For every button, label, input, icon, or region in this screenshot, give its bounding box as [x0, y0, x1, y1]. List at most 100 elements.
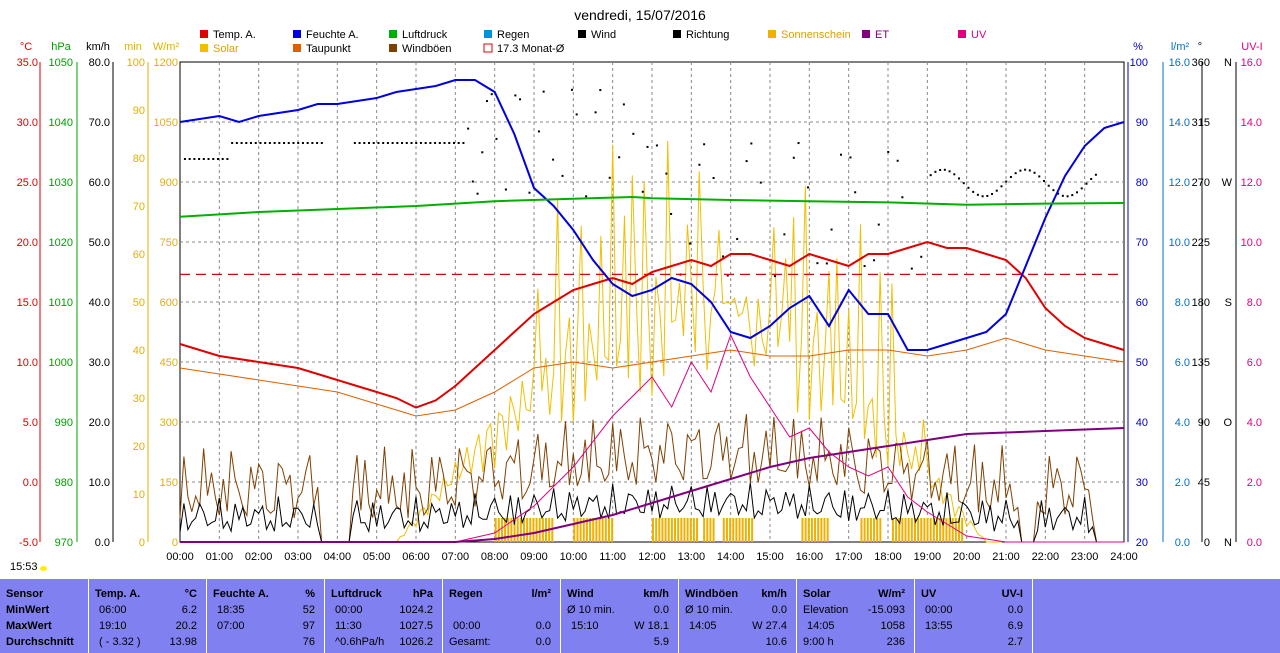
sunshine-bar [677, 518, 680, 542]
stats-temp-max: 20.2 [175, 620, 197, 632]
sunshine-bar [689, 518, 692, 542]
x-tick-label: 02:00 [245, 551, 273, 563]
left-axis-tick: 0 [139, 537, 145, 549]
stats-rain-max-time: 00:00 [453, 620, 481, 632]
legend-label: Solar [213, 43, 239, 55]
sunshine-bar [579, 518, 582, 542]
stats-hum-avg: 76 [302, 636, 315, 648]
legend-label: Windböen [402, 43, 452, 55]
direction-dot [655, 144, 658, 147]
left-axis-tick: 15.0 [17, 297, 38, 309]
direction-dot [372, 142, 375, 144]
stats-temp-unit: °C [184, 588, 197, 600]
legend-swatch [484, 30, 492, 38]
direction-dot [259, 142, 262, 144]
right-axis-tick: 10.0 [1169, 237, 1190, 249]
direction-dot [646, 145, 649, 148]
sunshine-bar [942, 518, 945, 542]
left-axis-tick: 1000 [49, 357, 73, 369]
left-axis-tick: 80 [133, 153, 145, 165]
left-axis-tick: 150 [160, 477, 178, 489]
right-axis-tick: 90 [1198, 417, 1210, 429]
right-axis-unit: % [1133, 41, 1143, 53]
direction-dot [391, 142, 394, 144]
sunshine-bar [951, 518, 954, 542]
left-axis-tick: 900 [160, 177, 178, 189]
direction-dot [929, 174, 932, 177]
sunshine-bar [807, 518, 810, 542]
right-axis-tick: 2.0 [1247, 477, 1262, 489]
direction-dot [736, 238, 739, 241]
sunshine-bar [667, 518, 670, 542]
direction-dot [514, 94, 517, 97]
direction-dot [1061, 194, 1064, 197]
left-axis-tick: 1040 [49, 117, 73, 129]
direction-dot [670, 212, 673, 215]
right-axis-tick: 90 [1136, 117, 1148, 129]
right-axis-tick: N [1224, 537, 1232, 549]
left-axis-unit: min [124, 41, 142, 53]
right-axis-unit: l/m² [1171, 41, 1190, 53]
direction-dot [396, 142, 399, 144]
sunshine-bar [661, 518, 664, 542]
stats-wind-header: Wind [567, 588, 594, 600]
sunshine-bar [712, 518, 715, 542]
direction-dot [320, 142, 323, 144]
sunshine-bar [674, 518, 677, 542]
stats-temp-max-time: 19:10 [99, 620, 127, 632]
direction-dot [632, 132, 635, 135]
direction-dot [273, 142, 276, 144]
left-axis-tick: 0.0 [23, 477, 38, 489]
stats-col-empty [1032, 579, 1280, 653]
right-axis-tick: 8.0 [1247, 297, 1262, 309]
sunshine-bar [801, 518, 804, 542]
direction-dot [452, 142, 455, 144]
direction-dot [467, 127, 470, 130]
right-axis-tick: 50 [1136, 357, 1148, 369]
sunshine-bar [876, 518, 879, 542]
sunshine-bar [680, 518, 683, 542]
sunshine-bar [920, 518, 923, 542]
solar-line [376, 140, 1003, 543]
direction-dot [363, 142, 366, 144]
legend-swatch [862, 30, 870, 38]
right-axis-tick: 10.0 [1241, 237, 1262, 249]
direction-dot [561, 174, 564, 177]
stats-rain-header: Regen [449, 588, 483, 600]
stats-max-label: MaxWert [6, 620, 52, 632]
direction-dot [1085, 182, 1088, 185]
right-axis-tick: 6.0 [1247, 357, 1262, 369]
stats-rain-total: 0.0 [535, 636, 551, 648]
sunshine-bar [519, 518, 522, 542]
sunshine-bar [510, 518, 513, 542]
sunshine-bar [961, 518, 964, 542]
sunshine-bar [655, 518, 658, 542]
sunshine-bar [573, 518, 576, 542]
stats-wind-min: 0.0 [653, 604, 669, 616]
direction-dot [183, 158, 186, 160]
left-axis-tick: 30 [133, 393, 145, 405]
stats-col-wind: Wind km/h Ø 10 min. 0.0 15:10 W 18.1 5.9 [560, 579, 677, 653]
left-axis-tick: 1010 [49, 297, 73, 309]
sunshine-bar [948, 518, 951, 542]
chart-title: vendredi, 15/07/2016 [574, 7, 706, 23]
right-axis-tick: 270 [1192, 177, 1210, 189]
left-axis-tick: 990 [55, 417, 73, 429]
x-tick-label: 23:00 [1071, 551, 1099, 563]
stats-temp-min: 6.2 [181, 604, 197, 616]
left-axis-unit: km/h [86, 41, 110, 53]
left-axis-tick: 20.0 [89, 417, 110, 429]
stats-col-solar: Solar W/m² Elevation -15.093 14:05 1058 … [796, 579, 913, 653]
left-axis-tick: 25.0 [17, 177, 38, 189]
right-axis-tick: 16.0 [1169, 57, 1190, 69]
stats-press-avg: 1026.2 [399, 636, 433, 648]
stats-rain-max: 0.0 [535, 620, 551, 632]
x-axis-ticks: 00:00 01:00 02:00 03:00 04:00 05:00 06:00 07:00… [166, 551, 1138, 563]
stats-col-gust: Windböen km/h Ø 10 min. 0.0 14:05 W 27.4… [678, 579, 795, 653]
stats-uv-min-time: 00:00 [925, 604, 953, 616]
stats-solar-unit: W/m² [878, 588, 905, 600]
stats-hum-min: 52 [302, 604, 315, 616]
stats-uv-max: 6.9 [1007, 620, 1023, 632]
direction-dot [1028, 169, 1031, 172]
direction-dot [688, 242, 691, 245]
